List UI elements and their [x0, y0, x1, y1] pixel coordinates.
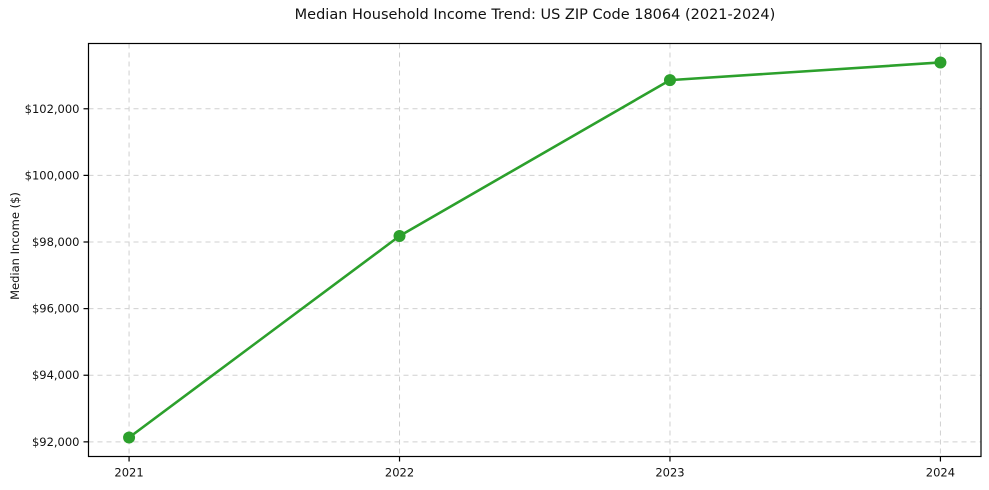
y-axis-label: Median Income ($) — [8, 192, 22, 300]
y-tick-label: $92,000 — [32, 435, 80, 449]
y-tick-label: $98,000 — [32, 235, 80, 249]
data-point-marker — [123, 431, 136, 444]
trend-line — [127, 61, 942, 439]
data-point-marker — [663, 74, 676, 87]
x-tick-label: 2021 — [114, 466, 143, 480]
x-tick-label: 2023 — [655, 466, 684, 480]
x-tick-label: 2022 — [385, 466, 414, 480]
y-tick-label: $94,000 — [32, 368, 80, 382]
chart-title: Median Household Income Trend: US ZIP Co… — [294, 7, 776, 23]
x-tick-label: 2024 — [926, 466, 955, 480]
y-tick-label: $100,000 — [25, 168, 80, 182]
y-tick-label: $102,000 — [25, 102, 80, 116]
y-tick-label: $96,000 — [32, 302, 80, 316]
axes-frame — [87, 42, 982, 458]
data-point-marker — [393, 230, 406, 243]
data-point-marker — [934, 56, 947, 69]
